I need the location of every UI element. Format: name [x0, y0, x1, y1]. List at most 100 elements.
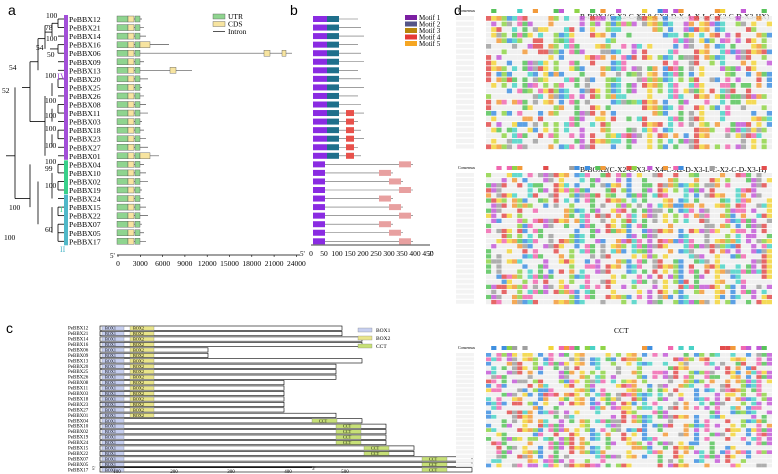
seq-name-cell: [456, 105, 474, 110]
motif-2: [327, 135, 339, 142]
alignment-cell: [668, 218, 674, 224]
alignment-cell: [730, 289, 736, 295]
alignment-cell: [631, 133, 637, 138]
alignment-cell: [517, 213, 523, 218]
alignment-cell: [735, 218, 741, 224]
alignment-cell: [569, 254, 575, 259]
alignment-cell: [740, 279, 746, 284]
alignment-cell: [699, 21, 705, 27]
alignment-cell: [486, 71, 492, 77]
alignment-cell: [600, 188, 606, 193]
alignment-cell: [636, 414, 642, 419]
alignment-cell: [548, 299, 554, 305]
alignment-cell: [600, 397, 606, 401]
alignment-cell: [652, 423, 658, 428]
alignment-cell: [699, 178, 705, 183]
alignment-cell: [532, 388, 538, 393]
alignment-cell: [486, 66, 492, 71]
alignment-cell: [642, 198, 648, 203]
axis-5prime: 5': [110, 252, 115, 260]
alignment-cell: [616, 392, 622, 397]
alignment-cell: [720, 428, 726, 432]
alignment-cell: [486, 419, 492, 424]
alignment-cell: [699, 264, 705, 269]
alignment-cell: [740, 450, 746, 455]
alignment-cell: [735, 441, 741, 446]
alignment-cell: [725, 392, 731, 397]
seq-name-cell: [456, 27, 474, 32]
alignment-cell: [678, 244, 684, 249]
alignment-cell: [621, 423, 627, 428]
alignment-cell: [720, 459, 726, 463]
alignment-cell: [636, 299, 642, 305]
box1-domain: [101, 353, 125, 358]
alignment-cell: [683, 410, 689, 415]
alignment-cell: [538, 208, 544, 213]
alignment-cell: [683, 218, 689, 224]
alignment-cell: [532, 244, 538, 249]
alignment-cell: [647, 122, 653, 127]
alignment-cell: [595, 397, 601, 401]
alignment-cell: [543, 183, 549, 188]
seq-name-cell: [456, 406, 474, 410]
alignment-cell: [595, 27, 601, 32]
alignment-cell: [595, 144, 601, 150]
alignment-cell: [642, 454, 648, 459]
alignment-cell: [626, 284, 632, 290]
alignment-cell: [496, 397, 502, 401]
alignment-cell: [626, 432, 632, 437]
alignment-cell: [543, 379, 549, 384]
alignment-cell: [688, 228, 694, 234]
alignment-cell: [553, 428, 559, 432]
alignment-cell: [532, 375, 538, 379]
bootstrap-value: 100: [45, 181, 57, 190]
gene-label: PeBBX21: [69, 24, 101, 33]
alignment-cell: [543, 388, 549, 393]
alignment-cell: [600, 284, 606, 290]
alignment-cell: [766, 432, 772, 437]
alignment-cell: [605, 43, 611, 49]
alignment-cell: [704, 375, 710, 379]
alignment-cell: [683, 432, 689, 437]
alignment-cell: [501, 410, 507, 415]
alignment-cell: [678, 392, 684, 397]
domain-gene-label: PeBBX20: [68, 365, 89, 370]
alignment-cell: [673, 284, 679, 290]
alignment-cell: [517, 463, 523, 468]
alignment-cell: [512, 370, 518, 375]
alignment-cell: [735, 88, 741, 94]
alignment-cell: [751, 361, 757, 366]
alignment-cell: [657, 428, 663, 432]
alignment-cell: [631, 105, 637, 111]
seq-name-cell: [456, 441, 474, 445]
alignment-cell: [564, 99, 570, 105]
alignment-cell: [605, 441, 611, 446]
alignment-cell: [694, 178, 700, 183]
alignment-cell: [553, 43, 559, 49]
alignment-cell: [496, 459, 502, 463]
alignment-cell: [704, 116, 710, 122]
alignment-cell: [694, 55, 700, 60]
alignment-cell: [532, 239, 538, 244]
alignment-cell: [766, 110, 772, 116]
alignment-cell: [751, 116, 757, 122]
alignment-cell: [553, 299, 559, 305]
alignment-cell: [657, 21, 663, 27]
alignment-cell: [699, 239, 705, 244]
alignment-cell: [657, 99, 663, 105]
alignment-cell: [595, 218, 601, 224]
alignment-cell: [683, 249, 689, 254]
alignment-cell: [605, 428, 611, 432]
alignment-cell: [558, 105, 564, 111]
alignment-cell: [647, 450, 653, 455]
motif-4: [346, 127, 354, 134]
alignment-cell: [532, 144, 538, 150]
alignment-cell: [517, 228, 523, 234]
alignment-cell: [631, 178, 637, 183]
alignment-cell: [694, 116, 700, 122]
box2-domain: [129, 364, 155, 369]
alignment-cell: [532, 419, 538, 424]
alignment-cell: [548, 99, 554, 105]
alignment-cell: [751, 66, 757, 71]
alignment-cell: [590, 383, 596, 388]
